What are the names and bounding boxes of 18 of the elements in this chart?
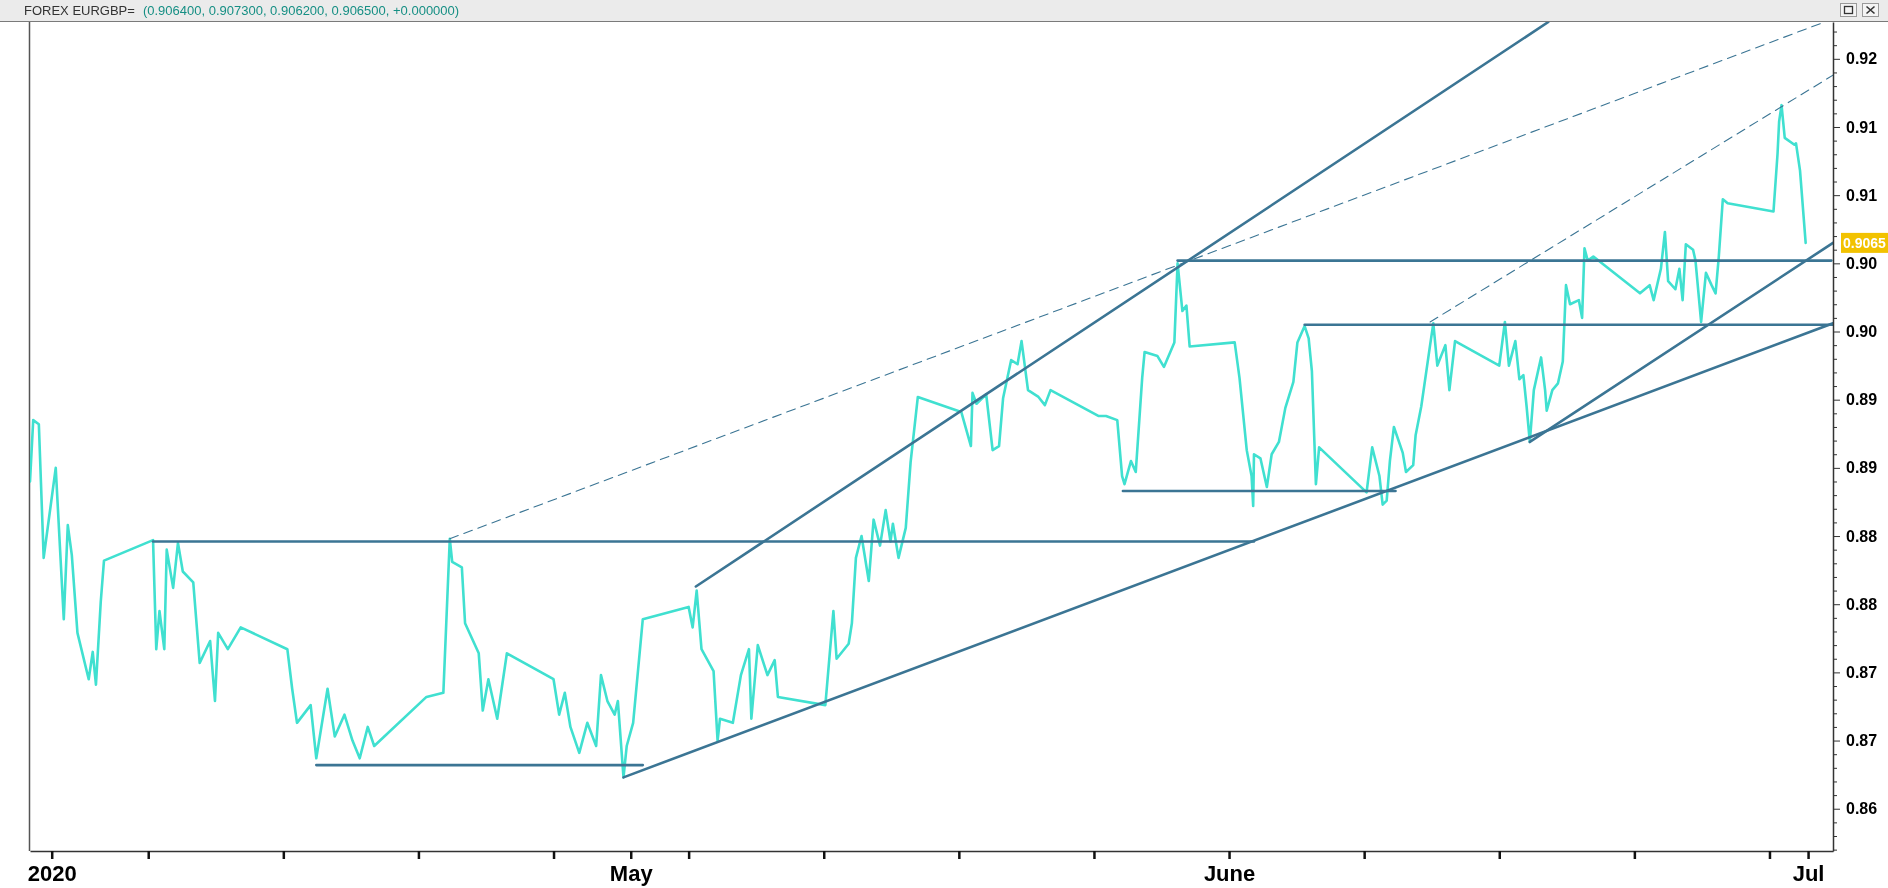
y-tick-label: 0.88 (1846, 527, 1878, 545)
chart-title: FOREX EURGBP= (24, 3, 135, 18)
y-tick-label: 0.87 (1846, 732, 1878, 750)
y-tick-label: 0.89 (1846, 391, 1878, 409)
x-tick-label: Jul (1792, 860, 1825, 886)
x-tick-label: 2020 (27, 860, 77, 886)
y-tick-label: 0.91 (1846, 118, 1878, 136)
chart-subtitle: (0.906400, 0.907300, 0.906200, 0.906500, +0.000000) (142, 3, 460, 18)
y-tick-label: 0.92 (1846, 50, 1878, 68)
y-tick-label: 0.90 (1846, 323, 1878, 341)
y-tick-label: 0.86 (1846, 800, 1878, 818)
y-tick-label: 0.87 (1846, 664, 1878, 681)
y-tick-label: 0.90 (1846, 254, 1878, 272)
y-tick-label: 0.89 (1846, 459, 1878, 477)
x-tick-label: June (1203, 860, 1256, 886)
y-tick-label: 0.91 (1846, 186, 1878, 204)
x-tick-label: May (609, 860, 654, 886)
y-tick-label: 0.88 (1846, 595, 1878, 613)
